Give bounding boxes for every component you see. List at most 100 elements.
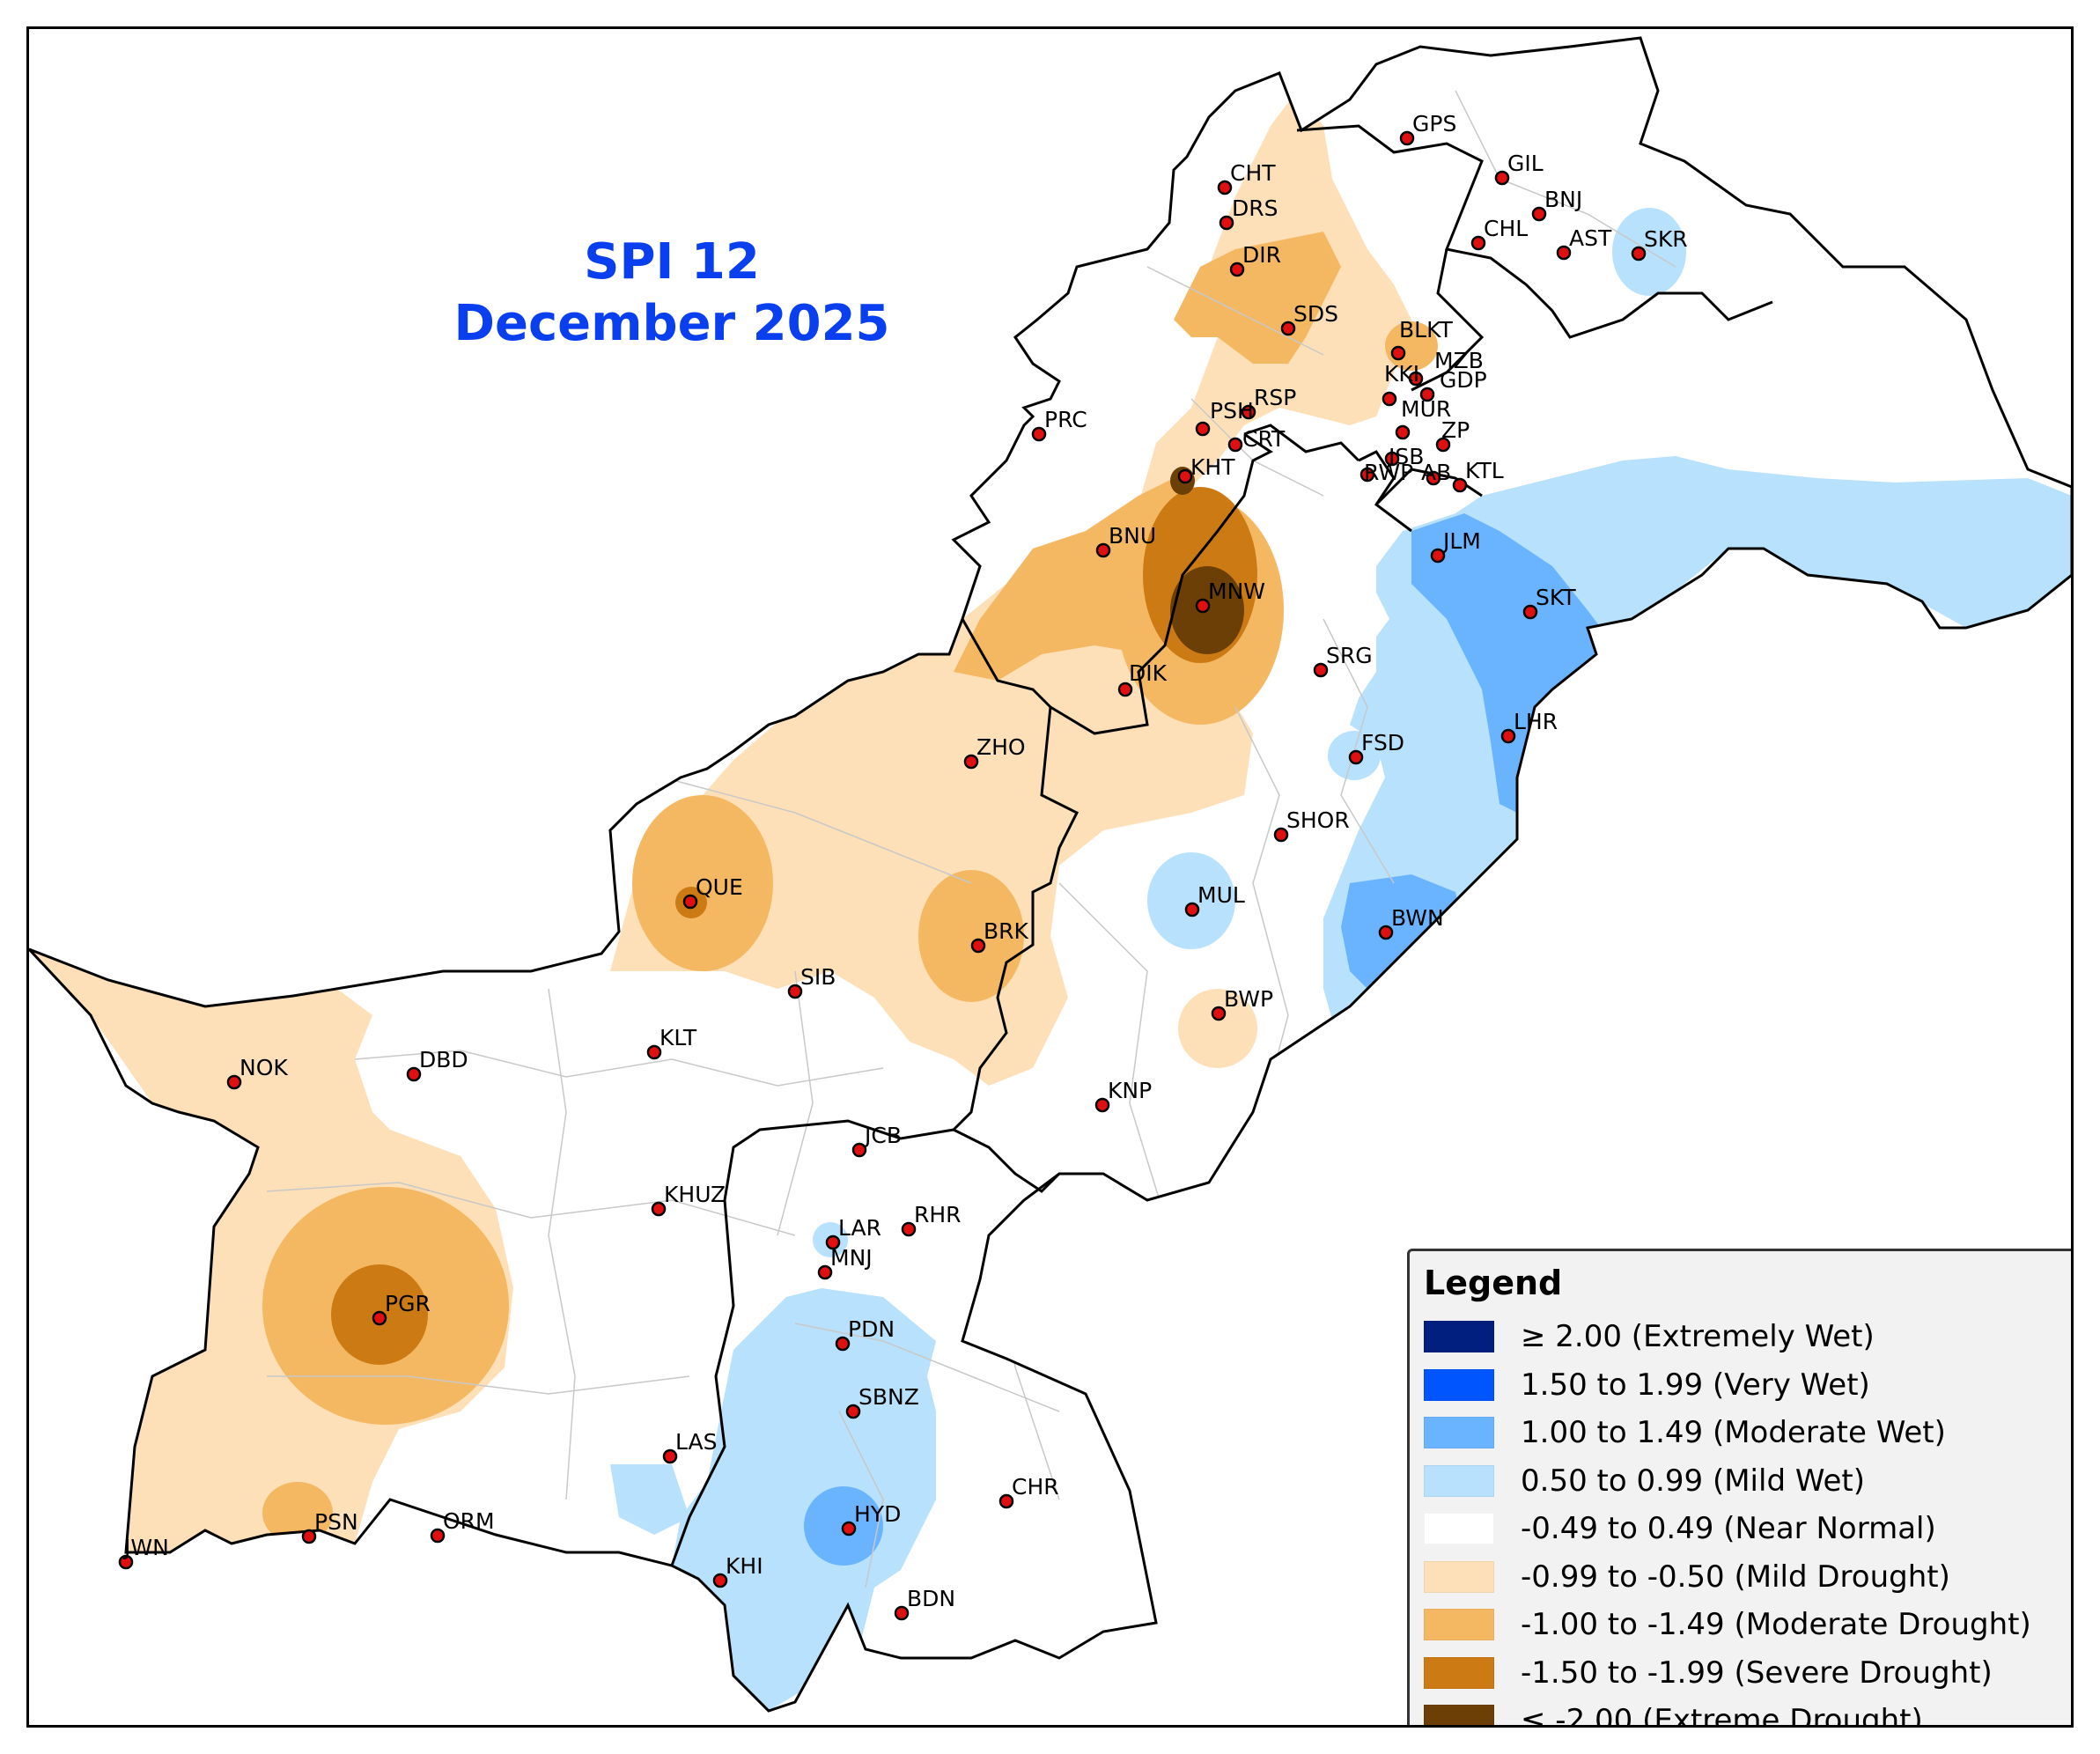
station-marker-nok — [226, 1074, 242, 1090]
legend-item: 0.50 to 0.99 (Mild Wet) — [1424, 1457, 2059, 1506]
station-label-mzb: MZB — [1434, 348, 1484, 373]
station-label-klt: KLT — [659, 1025, 697, 1050]
station-marker-sds — [1280, 321, 1296, 336]
legend-item: 1.50 to 1.99 (Very Wet) — [1424, 1361, 2059, 1410]
station-label-pdn: PDN — [848, 1316, 895, 1342]
station-marker-hyd — [841, 1521, 857, 1537]
station-label-lar: LAR — [838, 1215, 881, 1241]
legend: Legend ≥ 2.00 (Extremely Wet) 1.50 to 1.9… — [1407, 1249, 2071, 1728]
station-label-bnu: BNU — [1109, 523, 1156, 549]
station-marker-bwn — [1378, 925, 1394, 940]
station-marker-brk — [970, 938, 986, 954]
station-marker-jlm — [1430, 548, 1446, 564]
legend-rows: ≥ 2.00 (Extremely Wet) 1.50 to 1.99 (Very… — [1424, 1313, 2059, 1728]
station-marker-khuz — [651, 1201, 667, 1217]
station-marker-crt — [1227, 437, 1243, 453]
station-marker-mnw — [1195, 598, 1211, 614]
station-label-psn: PSN — [314, 1509, 358, 1535]
station-label-dbd: DBD — [419, 1047, 468, 1072]
station-label-gps: GPS — [1412, 111, 1456, 136]
station-label-knp: KNP — [1108, 1078, 1152, 1103]
station-label-nok: NOK — [239, 1055, 288, 1080]
station-label-sib: SIB — [800, 964, 836, 990]
station-label-zho: ZHO — [976, 734, 1026, 760]
station-label-kht: KHT — [1190, 454, 1235, 480]
station-label-rhr: RHR — [914, 1202, 962, 1227]
station-label-shor: SHOR — [1286, 807, 1350, 833]
legend-swatch — [1424, 1513, 1494, 1545]
station-label-kki: KKI — [1384, 361, 1419, 387]
station-layer: GPS GIL CHT BNJ DRS CHL AST SKR DIR SDS BLKT MZB KKI… — [118, 111, 1688, 1621]
station-marker-psn — [301, 1529, 317, 1544]
legend-item: ≥ 2.00 (Extremely Wet) — [1424, 1313, 2059, 1361]
map-frame: GPS GIL CHT BNJ DRS CHL AST SKR DIR SDS BLKT MZB KKI… — [26, 26, 2074, 1728]
station-marker-klt — [646, 1044, 662, 1060]
legend-item: ≤ -2.00 (Extreme Drought) — [1424, 1697, 2059, 1728]
title-period: December 2025 — [453, 295, 890, 352]
station-marker-knp — [1094, 1097, 1110, 1113]
station-marker-jcb — [851, 1142, 867, 1158]
legend-swatch — [1424, 1417, 1494, 1449]
station-label-fsd: FSD — [1361, 730, 1404, 755]
spi-map: GPS GIL CHT BNJ DRS CHL AST SKR DIR SDS BLKT MZB KKI… — [29, 36, 2071, 1713]
station-label-khi: KHI — [726, 1553, 763, 1579]
station-marker-isb — [1384, 451, 1400, 467]
station-marker-psh — [1195, 421, 1211, 437]
station-label-que: QUE — [696, 874, 743, 900]
station-label-brk: BRK — [984, 918, 1029, 944]
station-label-dir: DIR — [1242, 242, 1281, 268]
station-marker-sbnz — [845, 1404, 861, 1419]
station-label-gil: GIL — [1507, 151, 1544, 176]
station-marker-que — [682, 894, 698, 910]
station-marker-bnu — [1095, 542, 1111, 558]
station-label-bwn: BWN — [1391, 905, 1444, 931]
station-label-las: LAS — [675, 1429, 717, 1455]
station-marker-khi — [712, 1573, 728, 1588]
station-marker-fsd — [1348, 749, 1364, 765]
station-marker-las — [662, 1448, 678, 1464]
legend-item: -1.50 to -1.99 (Severe Drought) — [1424, 1649, 2059, 1698]
station-marker-ktl — [1452, 477, 1468, 493]
map-title: SPI 12 December 2025 — [416, 232, 927, 355]
station-label-dik: DIK — [1129, 660, 1168, 686]
station-marker-blkt — [1390, 345, 1406, 361]
legend-swatch — [1424, 1560, 1494, 1593]
legend-item: 1.00 to 1.49 (Moderate Wet) — [1424, 1409, 2059, 1457]
station-marker-gps — [1399, 130, 1415, 146]
station-label-srg: SRG — [1326, 643, 1373, 668]
station-marker-shor — [1273, 827, 1289, 843]
station-label-khuz: KHUZ — [664, 1182, 726, 1207]
legend-swatch — [1424, 1321, 1494, 1353]
station-marker-mnj — [817, 1264, 833, 1280]
station-marker-rhr — [901, 1221, 917, 1237]
station-marker-gdp — [1419, 387, 1435, 402]
station-label-orm: ORM — [443, 1508, 495, 1534]
legend-item: -1.00 to -1.49 (Moderate Drought) — [1424, 1601, 2059, 1649]
station-marker-kht — [1177, 468, 1193, 484]
legend-label: ≥ 2.00 (Extremely Wet) — [1521, 1319, 1875, 1355]
station-marker-rwp — [1359, 467, 1375, 483]
station-label-cht: CHT — [1230, 160, 1276, 186]
legend-item: -0.99 to -0.50 (Mild Drought) — [1424, 1553, 2059, 1602]
station-label-jwn: JWN — [122, 1535, 169, 1560]
legend-label: ≤ -2.00 (Extreme Drought) — [1521, 1703, 1923, 1728]
station-marker-bnj — [1531, 206, 1547, 222]
station-marker-mur — [1395, 424, 1411, 440]
legend-label: 1.50 to 1.99 (Very Wet) — [1521, 1367, 1870, 1403]
legend-label: -1.50 to -1.99 (Severe Drought) — [1521, 1655, 1993, 1691]
station-marker-rsp — [1241, 404, 1256, 420]
station-label-mur: MUR — [1401, 396, 1451, 422]
station-label-zp: ZP — [1441, 417, 1470, 443]
station-marker-orm — [430, 1528, 446, 1544]
station-label-bnj: BNJ — [1544, 187, 1582, 212]
station-marker-pgr — [372, 1310, 387, 1326]
station-label-chr: CHR — [1012, 1474, 1059, 1500]
station-label-mnw: MNW — [1208, 579, 1265, 604]
legend-swatch — [1424, 1464, 1494, 1497]
station-label-ast: AST — [1569, 225, 1612, 251]
station-label-jlm: JLM — [1441, 528, 1481, 554]
station-label-gdp: GDP — [1440, 367, 1487, 393]
station-marker-srg — [1313, 662, 1329, 678]
station-label-pgr: PGR — [385, 1291, 431, 1316]
station-label-bdn: BDN — [907, 1586, 955, 1611]
